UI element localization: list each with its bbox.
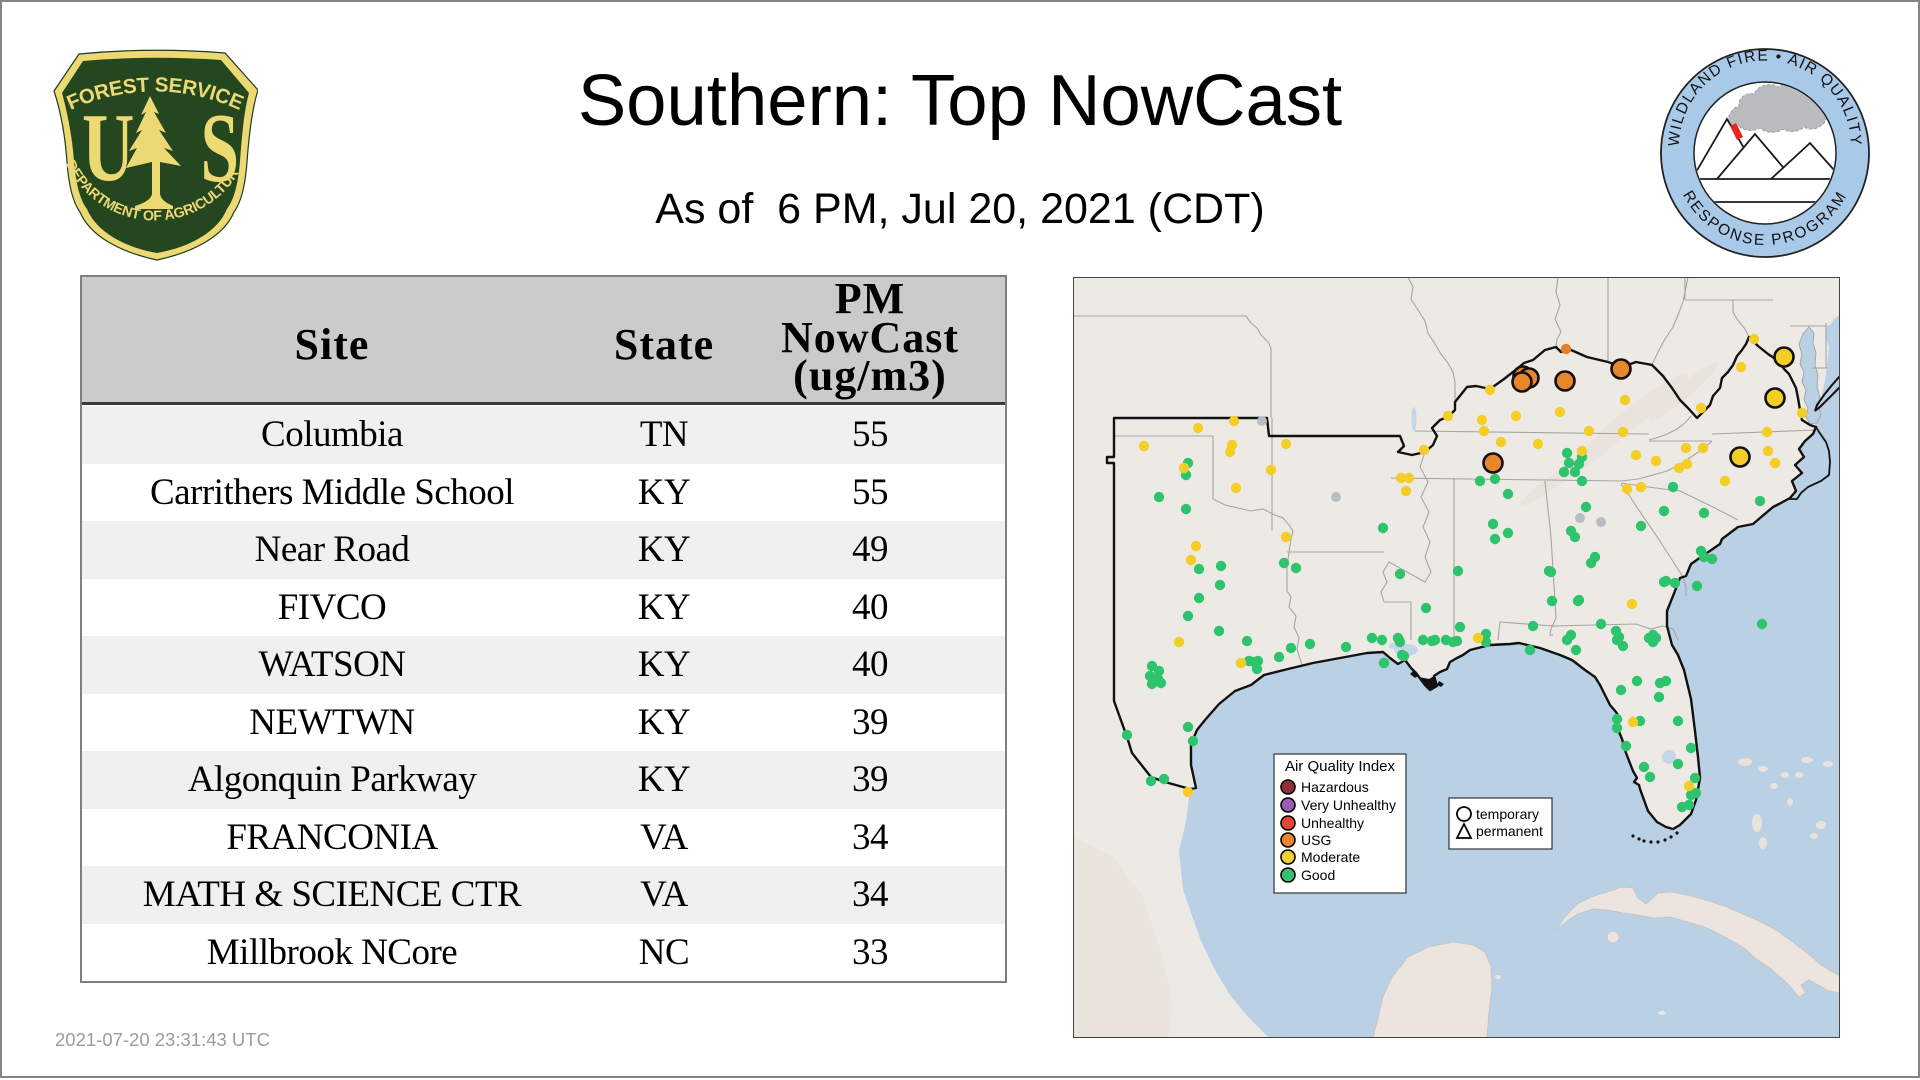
svg-text:S: S: [200, 94, 239, 203]
svg-text:permanent: permanent: [1476, 823, 1543, 839]
svg-text:Unhealthy: Unhealthy: [1301, 815, 1364, 831]
svg-text:Air Quality Index: Air Quality Index: [1285, 758, 1396, 775]
svg-text:USG: USG: [1301, 832, 1331, 848]
svg-text:Moderate: Moderate: [1301, 849, 1360, 865]
svg-text:temporary: temporary: [1476, 806, 1539, 822]
svg-text:Good: Good: [1301, 867, 1335, 883]
svg-text:Hazardous: Hazardous: [1301, 779, 1369, 795]
svg-text:U: U: [82, 92, 134, 201]
svg-text:Very Unhealthy: Very Unhealthy: [1301, 797, 1396, 813]
